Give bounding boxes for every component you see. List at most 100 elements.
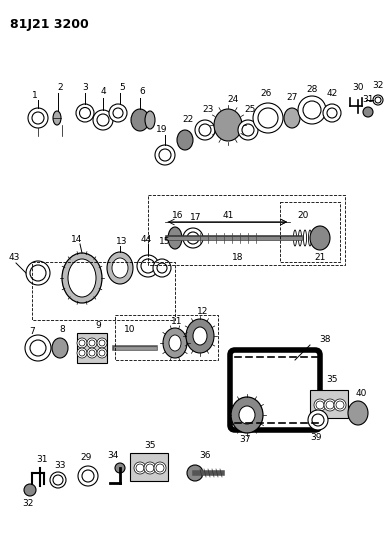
Circle shape <box>87 338 97 348</box>
Circle shape <box>28 108 48 128</box>
Ellipse shape <box>62 253 102 303</box>
Circle shape <box>155 145 175 165</box>
Circle shape <box>137 255 159 277</box>
Text: 35: 35 <box>326 376 338 384</box>
Text: 32: 32 <box>372 80 384 90</box>
Circle shape <box>93 110 113 130</box>
Text: 11: 11 <box>171 317 183 326</box>
Text: 36: 36 <box>199 450 211 459</box>
Circle shape <box>146 464 154 472</box>
Text: 27: 27 <box>286 93 298 102</box>
Text: 33: 33 <box>54 461 66 470</box>
Circle shape <box>25 335 51 361</box>
Ellipse shape <box>53 111 61 125</box>
Text: 20: 20 <box>297 212 309 221</box>
Circle shape <box>187 232 199 244</box>
Circle shape <box>298 96 326 124</box>
Circle shape <box>195 120 215 140</box>
Ellipse shape <box>348 401 368 425</box>
Circle shape <box>154 462 166 474</box>
Circle shape <box>242 124 254 136</box>
Circle shape <box>258 108 278 128</box>
Circle shape <box>183 228 203 248</box>
Ellipse shape <box>68 259 96 297</box>
Text: 43: 43 <box>8 253 20 262</box>
Circle shape <box>336 401 344 409</box>
Circle shape <box>30 340 46 356</box>
Ellipse shape <box>186 319 214 353</box>
Text: 1: 1 <box>32 91 38 100</box>
Text: 24: 24 <box>228 95 239 104</box>
Circle shape <box>87 348 97 358</box>
Text: 19: 19 <box>156 125 168 133</box>
Circle shape <box>53 475 63 485</box>
Circle shape <box>77 348 87 358</box>
Ellipse shape <box>107 252 133 284</box>
Circle shape <box>32 112 44 124</box>
Ellipse shape <box>239 406 255 424</box>
Text: 16: 16 <box>172 212 184 221</box>
Circle shape <box>82 470 94 482</box>
Ellipse shape <box>169 335 181 351</box>
Ellipse shape <box>284 108 300 128</box>
Circle shape <box>26 261 50 285</box>
Text: 29: 29 <box>80 454 92 463</box>
Circle shape <box>99 350 105 356</box>
Circle shape <box>136 464 144 472</box>
Circle shape <box>316 401 324 409</box>
Text: 35: 35 <box>144 440 156 449</box>
Text: 26: 26 <box>260 88 272 98</box>
Circle shape <box>50 472 66 488</box>
Ellipse shape <box>214 109 242 141</box>
Text: 28: 28 <box>307 85 318 94</box>
Circle shape <box>156 464 164 472</box>
Circle shape <box>375 97 381 103</box>
Circle shape <box>303 101 321 119</box>
Text: 8: 8 <box>59 326 65 335</box>
Circle shape <box>99 340 105 346</box>
Text: 13: 13 <box>116 238 128 246</box>
Circle shape <box>334 399 346 411</box>
Circle shape <box>97 348 107 358</box>
Circle shape <box>134 462 146 474</box>
Circle shape <box>159 149 171 161</box>
Text: 12: 12 <box>197 308 209 317</box>
Text: 7: 7 <box>29 327 35 335</box>
Text: 9: 9 <box>95 321 101 330</box>
Text: 42: 42 <box>326 90 337 99</box>
Circle shape <box>253 103 283 133</box>
Text: 31: 31 <box>36 456 48 464</box>
Text: 34: 34 <box>107 450 119 459</box>
Text: 5: 5 <box>119 83 125 92</box>
Circle shape <box>115 463 125 473</box>
Ellipse shape <box>168 227 182 249</box>
Ellipse shape <box>177 130 193 150</box>
Circle shape <box>144 462 156 474</box>
Ellipse shape <box>310 226 330 250</box>
Circle shape <box>363 107 373 117</box>
Circle shape <box>24 484 36 496</box>
Ellipse shape <box>231 397 263 433</box>
Circle shape <box>323 104 341 122</box>
Circle shape <box>89 340 95 346</box>
Ellipse shape <box>145 111 155 129</box>
Circle shape <box>97 338 107 348</box>
Circle shape <box>373 95 383 105</box>
Bar <box>310 390 348 418</box>
Text: 3: 3 <box>82 83 88 92</box>
Text: 14: 14 <box>71 236 83 245</box>
Ellipse shape <box>163 328 187 358</box>
Circle shape <box>97 114 109 126</box>
Circle shape <box>308 410 328 430</box>
Circle shape <box>30 265 46 281</box>
Circle shape <box>153 259 171 277</box>
Text: 21: 21 <box>314 254 326 262</box>
Text: 17: 17 <box>190 214 202 222</box>
Ellipse shape <box>52 338 68 358</box>
Text: 2: 2 <box>57 84 63 93</box>
Circle shape <box>187 465 203 481</box>
Circle shape <box>113 108 123 118</box>
Circle shape <box>312 414 324 426</box>
Text: 25: 25 <box>244 106 256 115</box>
Circle shape <box>77 338 87 348</box>
